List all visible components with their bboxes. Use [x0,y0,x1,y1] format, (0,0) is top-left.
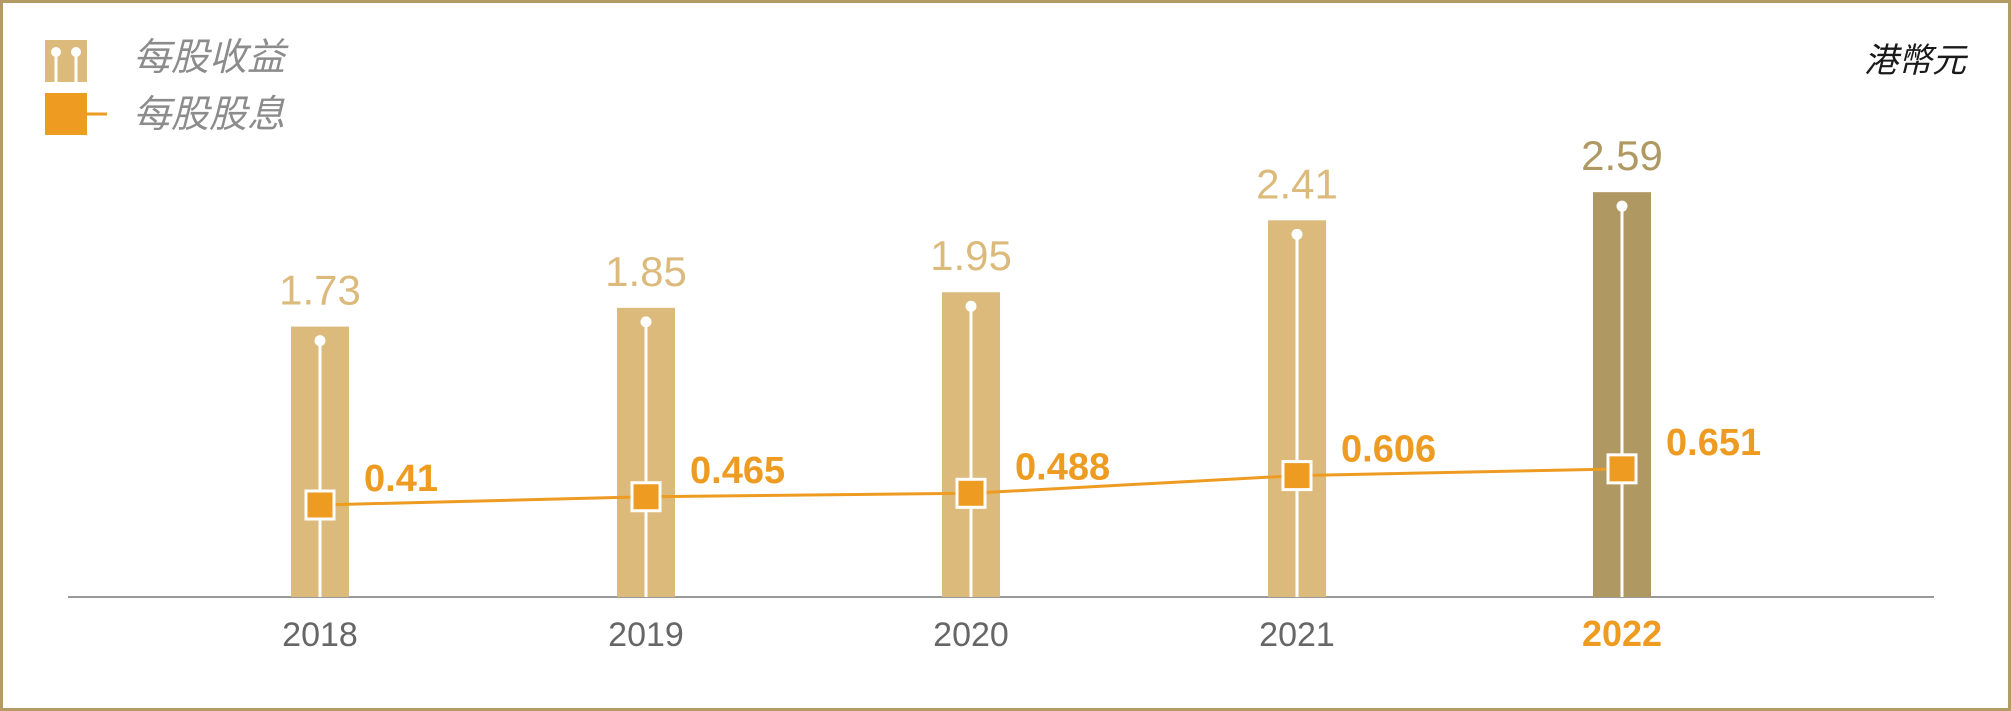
eps-bars: 1.73 1.85 1.95 2.41 2.59 [279,132,1663,598]
dps-line-series: 0.41 0.465 0.488 0.606 0.651 [304,422,1761,521]
eps-value-label: 2.41 [1256,160,1338,207]
dps-marker [955,477,987,509]
eps-value-label: 1.73 [279,267,361,314]
legend-dps-swatch-icon [45,93,87,135]
dps-marker [304,489,336,521]
dps-value-label: 0.606 [1341,429,1436,471]
x-tick-label: 2022 [1582,613,1662,654]
dps-marker [1281,460,1313,492]
eps-value-label: 2.59 [1581,132,1663,179]
dps-value-label: 0.465 [690,450,785,492]
eps-bar-dot [965,300,977,312]
x-tick-label: 2019 [608,616,684,654]
dps-value-label: 0.488 [1015,446,1110,488]
unit-label: 港幣元 [1864,41,1969,81]
legend-eps-label: 每股收益 [133,35,289,79]
legend-dps: 每股股息 [45,92,285,136]
x-tick-label: 2018 [282,616,358,654]
eps-bar-dot [314,335,326,347]
dps-value-label: 0.651 [1666,422,1761,464]
eps-bar-dot [1616,200,1628,212]
x-tick-label: 2020 [933,616,1009,654]
dps-marker [630,481,662,513]
x-tick-labels: 2018 2019 2020 2021 2022 [282,613,1662,654]
dps-marker [1606,453,1638,485]
eps-value-label: 1.95 [930,232,1012,279]
eps-bar-dot [1291,228,1303,240]
x-tick-label: 2021 [1259,616,1335,654]
legend-eps-swatch-icon [45,40,87,82]
eps-bar-dot [640,316,652,328]
eps-value-label: 1.85 [605,248,687,295]
dps-value-label: 0.41 [364,458,438,500]
legend-eps: 每股收益 [45,35,289,82]
legend-dps-label: 每股股息 [133,92,285,136]
